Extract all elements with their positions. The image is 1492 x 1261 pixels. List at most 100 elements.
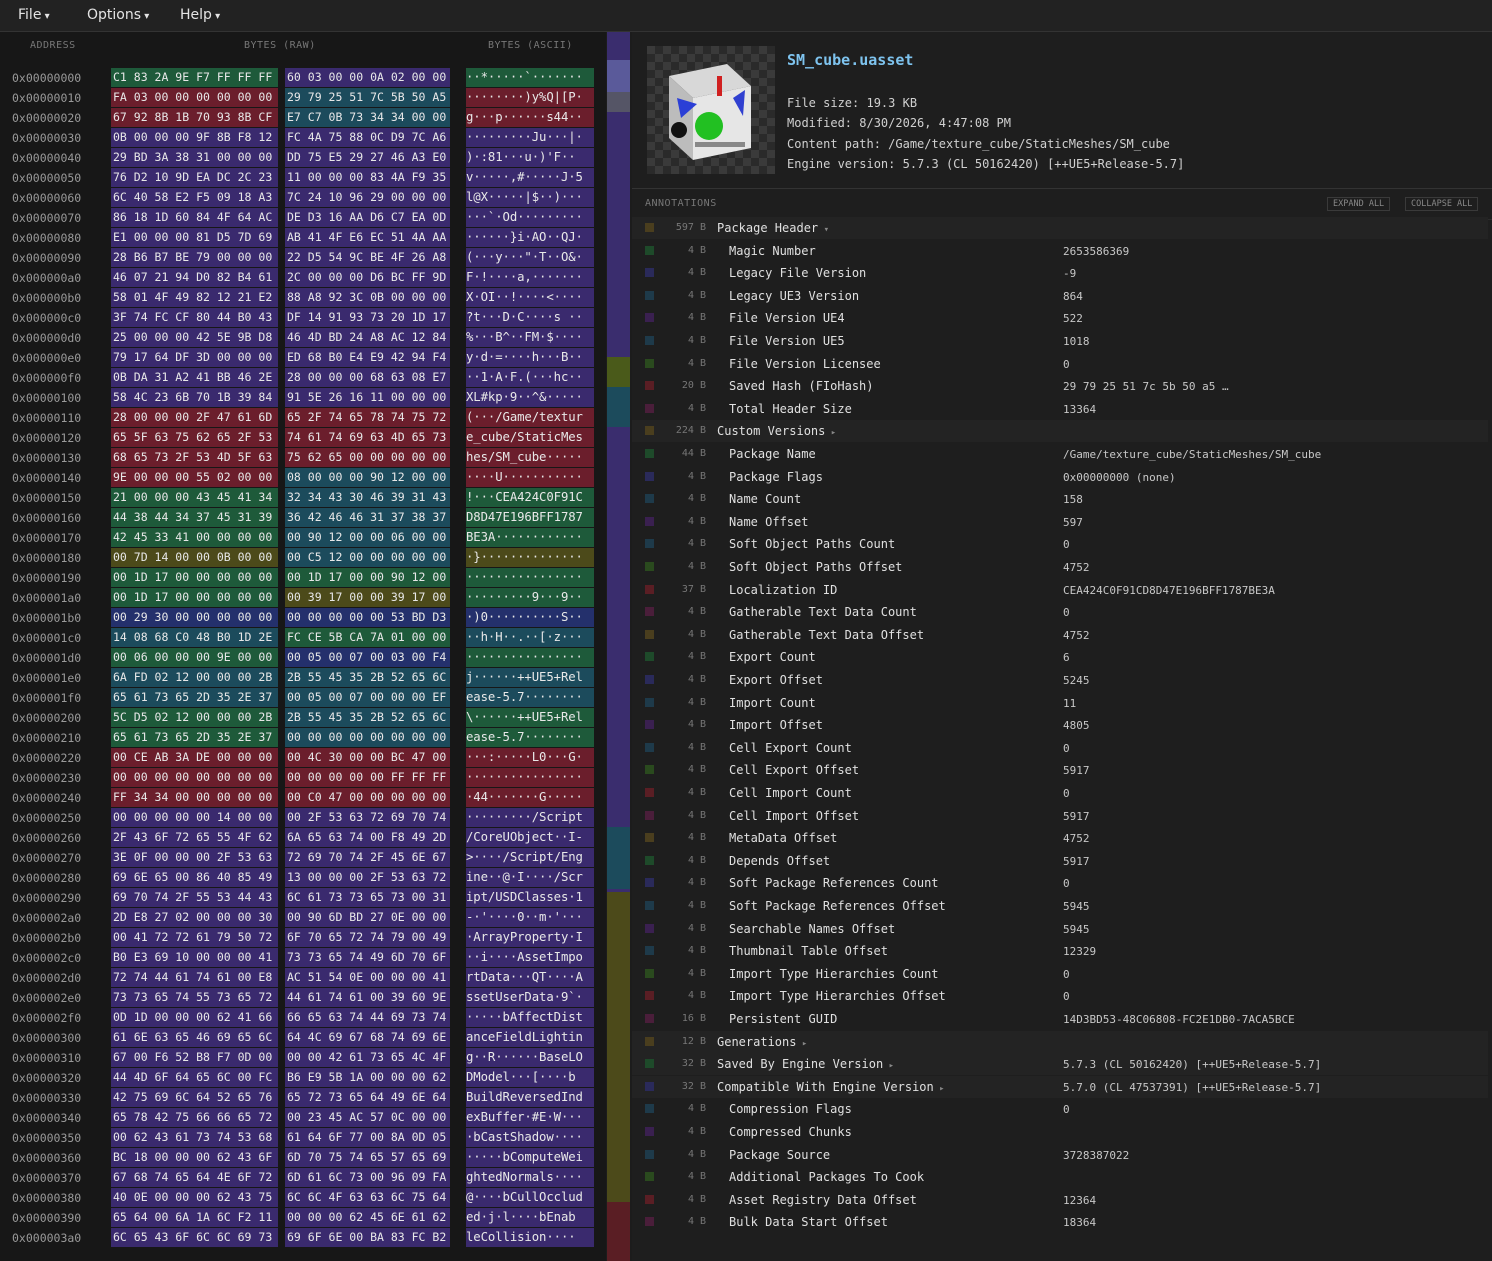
swatch: [645, 358, 654, 368]
hex-bytes: 08 00 00 00 90 12 00 00: [285, 468, 450, 487]
ascii-bytes: )·:81···u·)'F··: [466, 148, 594, 167]
field-name: Package Name: [729, 447, 816, 461]
address: 0x00000080: [12, 231, 82, 245]
hex-bytes: 00 00 00 00 00 00 00 00: [285, 728, 450, 747]
ascii-bytes: ················: [466, 568, 594, 587]
ascii-bytes: @····bCullOcclud: [466, 1188, 594, 1207]
byte-size: 4 B: [687, 628, 706, 640]
byte-size: 4 B: [687, 335, 706, 346]
ascii-bytes: ··i····AssetImpo: [466, 948, 594, 967]
swatch: [645, 584, 654, 594]
hex-bytes: 65 78 42 75 66 66 65 72: [111, 1108, 278, 1127]
hex-bytes: 61 6E 63 65 46 69 65 6C: [111, 1028, 278, 1047]
field-value: 4752: [1063, 561, 1090, 574]
hex-bytes: 6F 70 65 72 74 79 00 49: [285, 928, 450, 947]
byte-size: 4 B: [687, 651, 706, 663]
address: 0x000001d0: [12, 651, 82, 665]
field-name[interactable]: Package Header: [717, 221, 829, 235]
hex-bytes: 28 00 00 00 2F 47 61 6D: [111, 408, 278, 427]
hex-bytes: FC 4A 75 88 0C D9 7C A6: [285, 128, 450, 147]
hex-bytes: 6A FD 02 12 00 00 00 2B: [111, 668, 278, 687]
ascii-bytes: ·····bAffectDist: [466, 1008, 594, 1027]
hex-bytes: AC 51 54 0E 00 00 00 41: [285, 968, 450, 987]
swatch: [645, 336, 654, 345]
ascii-bytes: F·!····a,·······: [466, 268, 594, 287]
hex-bytes: 88 A8 92 3C 0B 00 00 00: [285, 288, 450, 307]
field-name[interactable]: Generations: [717, 1035, 807, 1049]
swatch: [645, 607, 654, 617]
header-button[interactable]: COLLAPSE ALL: [1405, 197, 1479, 211]
field-value: CEA424C0F91CD8D47E196BFF1787BE3A: [1063, 583, 1275, 597]
field-name: Localization ID: [729, 582, 838, 597]
row-highlight: [632, 420, 1488, 443]
hex-bytes: 28 00 00 00 68 63 08 E7: [285, 368, 450, 387]
hex-bytes: 73 73 65 74 49 6D 70 6F: [285, 948, 450, 967]
minimap[interactable]: [607, 32, 630, 1261]
address: 0x000002c0: [12, 951, 82, 965]
menu-item[interactable]: File: [18, 7, 50, 23]
hex-bytes: 65 61 73 65 2D 35 2E 37: [111, 728, 278, 747]
ascii-bytes: ·)0··········S··: [466, 608, 594, 627]
ascii-bytes: BuildReversedInd: [466, 1088, 594, 1107]
field-name: Depends Offset: [729, 853, 831, 868]
field-name: Saved Hash (FIoHash): [729, 379, 874, 394]
field-name: Additional Packages To Cook: [729, 1170, 925, 1185]
swatch: [645, 245, 654, 255]
field-value: 5917: [1063, 809, 1090, 823]
hex-bytes: 00 00 42 61 73 65 4C 4F: [285, 1048, 450, 1067]
hex-bytes: FA 03 00 00 00 00 00 00: [111, 88, 278, 107]
field-name[interactable]: Compatible With Engine Version: [717, 1080, 945, 1094]
address: 0x00000240: [12, 791, 82, 805]
ascii-bytes: (···/Game/textur: [466, 408, 594, 427]
swatch: [645, 788, 654, 797]
ascii-bytes: ?t···D·C····s ··: [466, 308, 594, 327]
hex-bytes: 75 62 65 00 00 00 00 00: [285, 448, 450, 467]
ascii-bytes: -·'····0··m·'···: [466, 908, 594, 927]
byte-size: 4 B: [687, 945, 706, 957]
minimap-band: [607, 892, 630, 1202]
menu-item[interactable]: Help: [180, 7, 220, 23]
hex-bytes: 61 64 6F 77 00 8A 0D 05: [285, 1128, 450, 1147]
byte-size: 4 B: [687, 515, 706, 527]
column-header: BYTES (RAW): [244, 40, 316, 51]
field-name: Soft Object Paths Offset: [729, 560, 903, 574]
minimap-band: [607, 92, 630, 112]
swatch: [645, 765, 654, 775]
hex-bytes: 00 41 72 72 61 79 50 72: [111, 928, 278, 947]
hex-bytes: 00 1D 17 00 00 00 00 00: [111, 588, 278, 607]
hex-bytes: E7 C7 0B 73 34 34 00 00: [285, 108, 450, 127]
hex-bytes: 74 61 74 69 63 4D 65 73: [285, 428, 450, 447]
file-name: SM_cube.uasset: [787, 51, 914, 69]
swatch: [645, 1104, 654, 1114]
byte-size: 4 B: [687, 832, 706, 844]
field-name[interactable]: Custom Versions: [717, 424, 836, 438]
swatch: [645, 1172, 654, 1182]
hex-bytes: 76 D2 10 9D EA DC 2C 23: [111, 168, 278, 187]
ascii-bytes: ·}··············: [466, 548, 594, 567]
thumbnail: [647, 46, 775, 174]
hex-bytes: 66 65 63 74 44 69 73 74: [285, 1008, 450, 1027]
byte-size: 4 B: [687, 357, 706, 369]
hex-bytes: 00 39 17 00 00 39 17 00: [285, 588, 450, 607]
header-button[interactable]: EXPAND ALL: [1327, 197, 1391, 211]
address: 0x00000140: [12, 471, 82, 485]
address: 0x000000b0: [12, 291, 82, 305]
field-name: Import Type Hierarchies Offset: [729, 989, 946, 1004]
menu-item[interactable]: Options: [87, 7, 149, 23]
hex-bytes: 21 00 00 00 43 45 41 34: [111, 488, 278, 507]
swatch: [645, 516, 654, 526]
byte-size: 4 B: [687, 1171, 706, 1183]
ascii-bytes: ·········/Script: [466, 808, 594, 827]
ascii-bytes: %···B^··FM·$····: [466, 328, 594, 347]
hex-bytes: 36 42 46 46 31 37 38 37: [285, 508, 450, 527]
byte-size: 4 B: [687, 312, 706, 324]
field-name[interactable]: Saved By Engine Version: [717, 1057, 894, 1071]
hex-bytes: 00 00 00 62 45 6E 61 62: [285, 1208, 450, 1227]
byte-size: 4 B: [687, 787, 706, 798]
row-highlight: [632, 1030, 1488, 1053]
address: 0x00000050: [12, 171, 82, 185]
field-value: 0: [1063, 1103, 1070, 1117]
hex-bytes: 0D 1D 00 00 00 62 41 66: [111, 1008, 278, 1027]
field-name: Searchable Names Offset: [729, 921, 896, 936]
field-name: File Version UE5: [729, 334, 845, 348]
